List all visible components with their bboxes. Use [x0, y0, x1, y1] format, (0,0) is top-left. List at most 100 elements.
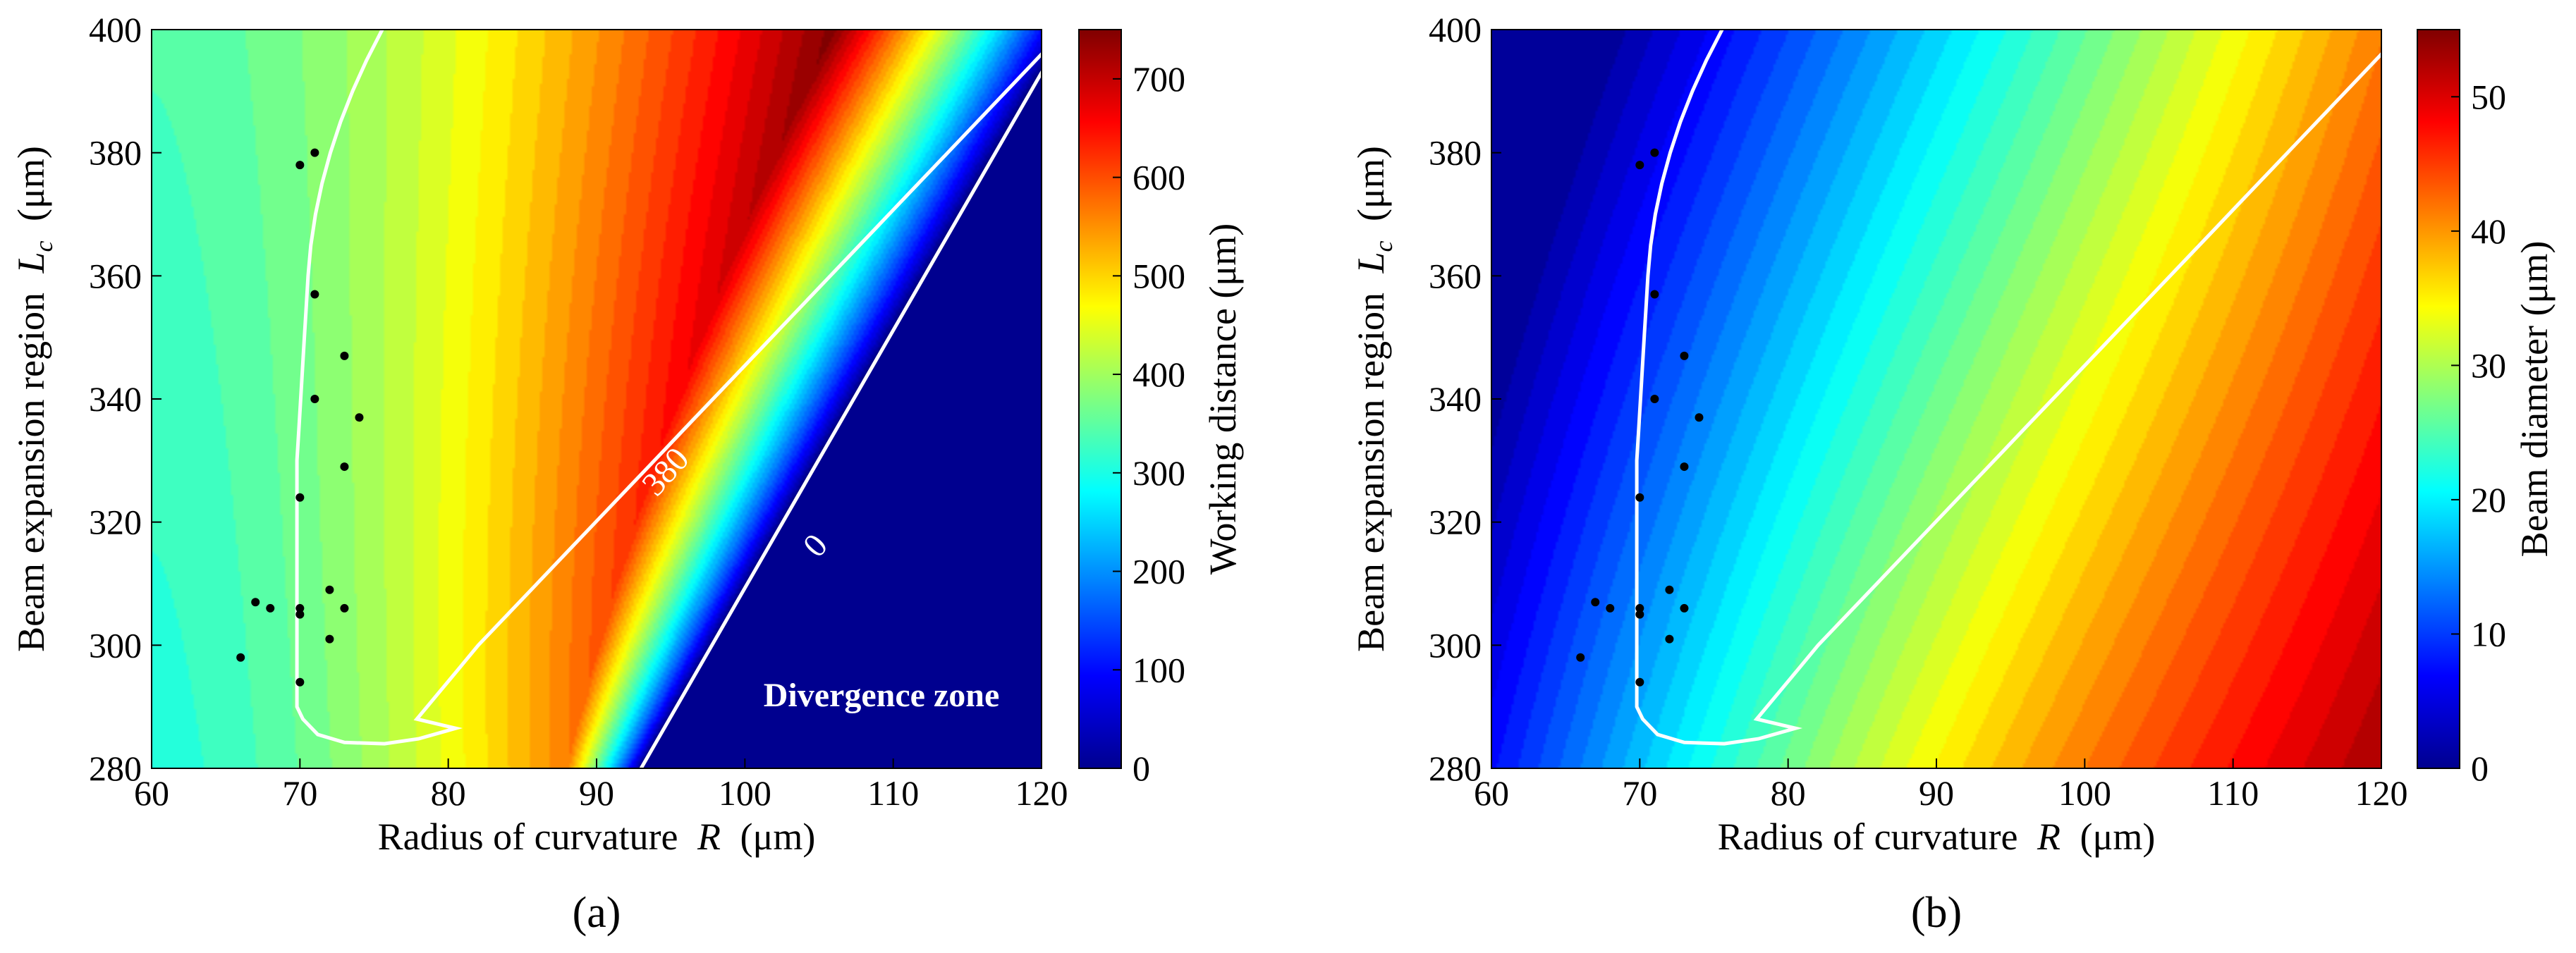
- data-point: [1680, 603, 1689, 613]
- data-point: [251, 598, 260, 607]
- colorbar-label-a: Working distance (μm): [1202, 223, 1244, 574]
- caption-b: (b): [1911, 889, 1962, 937]
- x-tick-label: 90: [1919, 773, 1954, 813]
- data-point: [355, 413, 364, 422]
- x-tick-label: 90: [579, 773, 614, 813]
- data-point: [310, 148, 319, 157]
- data-point: [295, 677, 305, 687]
- data-point: [1695, 413, 1704, 422]
- contour-0: [639, 69, 1042, 768]
- data-point: [1606, 603, 1615, 613]
- x-axis-label-a: Radius of curvature R (μm): [378, 816, 816, 858]
- heatmap-b: [1491, 30, 2381, 768]
- data-point: [295, 610, 305, 619]
- y-tick-label: 320: [89, 503, 142, 542]
- heatmap-a-image: [152, 30, 1042, 768]
- y-axis-label-a: Beam expansion region Lc (μm): [10, 146, 61, 652]
- colorbar-tick-label: 100: [1133, 650, 1185, 689]
- data-point: [1680, 462, 1689, 472]
- data-points-a: [236, 148, 364, 687]
- colorbar-a: [1078, 29, 1122, 769]
- data-point: [1635, 493, 1644, 502]
- data-point: [1591, 598, 1600, 607]
- contour-380-b: [1635, 30, 2381, 746]
- data-point: [1576, 653, 1585, 662]
- colorbar-tick-label: 10: [2471, 614, 2506, 653]
- data-point: [295, 493, 305, 502]
- data-point: [295, 161, 305, 170]
- heatmap-b-image: [1491, 30, 2381, 768]
- colorbar-tick-label: 600: [1133, 158, 1185, 197]
- colorbar-label-b: Beam diameter (μm): [2513, 241, 2556, 558]
- data-point: [1635, 610, 1644, 619]
- data-point: [325, 634, 334, 644]
- y-tick-label: 340: [89, 379, 142, 419]
- x-tick-label: 100: [2058, 773, 2111, 813]
- data-point: [1650, 148, 1659, 157]
- x-tick-label: 80: [1771, 773, 1806, 813]
- ticks-a: 60 70 80 90 100 110 120 280 300 320 340 360 380 400: [89, 10, 1068, 813]
- data-point: [1650, 395, 1659, 403]
- y-tick-label: 360: [89, 256, 142, 295]
- x-tick-label: 60: [134, 773, 169, 813]
- x-tick-label: 120: [2355, 773, 2408, 813]
- y-tick-label: 400: [1429, 10, 1482, 49]
- x-tick-label: 60: [1474, 773, 1509, 813]
- divergence-zone-label: Divergence zone: [764, 677, 1000, 714]
- x-tick-label: 120: [1015, 773, 1068, 813]
- heatmap-a: [152, 30, 1042, 768]
- colorbar-ticks-a: 0 100 200 300 400 500 600 700: [1113, 59, 1185, 788]
- data-point: [1665, 634, 1674, 644]
- colorbar-tick-label: 0: [1133, 749, 1150, 788]
- data-point: [340, 462, 349, 472]
- y-tick-label: 320: [1429, 503, 1482, 542]
- data-points-b: [1576, 148, 1704, 687]
- data-point: [236, 653, 245, 662]
- data-point: [310, 395, 319, 403]
- colorbar-tick-label: 30: [2471, 345, 2506, 385]
- x-tick-label: 70: [1622, 773, 1657, 813]
- x-tick-label: 110: [2207, 773, 2259, 813]
- data-point: [340, 351, 349, 360]
- colorbar-tick-label: 50: [2471, 77, 2506, 116]
- data-point: [1635, 603, 1644, 613]
- y-tick-label: 280: [89, 749, 142, 788]
- caption-a: (a): [573, 889, 621, 937]
- data-point: [310, 290, 319, 299]
- data-point: [340, 603, 349, 613]
- y-tick-label: 360: [1429, 256, 1482, 295]
- data-point: [1680, 351, 1689, 360]
- data-point: [1650, 290, 1659, 299]
- y-axis-label-b: Beam expansion region Lc (μm): [1350, 146, 1400, 652]
- x-axis-label-b: Radius of curvature R (μm): [1718, 816, 2156, 858]
- colorbar-tick-label: 300: [1133, 453, 1185, 493]
- data-point: [325, 585, 334, 594]
- colorbar-tick-label: 40: [2471, 211, 2506, 251]
- y-tick-label: 400: [89, 10, 142, 49]
- y-tick-label: 380: [1429, 133, 1482, 173]
- colorbar-tick-label: 200: [1133, 552, 1185, 591]
- x-tick-label: 70: [282, 773, 317, 813]
- panel-a: 60 70 80 90 100 110 120 280 300 320 340 360 380 400 3…: [10, 10, 1244, 937]
- x-tick-label: 100: [719, 773, 771, 813]
- colorbar-tick-label: 700: [1133, 59, 1185, 99]
- data-point: [1665, 585, 1674, 594]
- colorbar-tick-label: 20: [2471, 480, 2506, 519]
- colorbar-b: [2417, 29, 2460, 769]
- y-tick-label: 300: [1429, 625, 1482, 665]
- y-tick-label: 340: [1429, 379, 1482, 419]
- colorbar-tick-label: 500: [1133, 256, 1185, 295]
- colorbar-ticks-b: 0 10 20 30 40 50: [2451, 77, 2506, 788]
- y-tick-label: 300: [89, 625, 142, 665]
- colorbar-tick-label: 0: [2471, 749, 2489, 788]
- data-point: [1635, 161, 1644, 170]
- data-point: [1635, 677, 1644, 687]
- y-tick-label: 280: [1429, 749, 1482, 788]
- data-point: [266, 603, 275, 613]
- data-point: [295, 603, 305, 613]
- contour-380: [295, 30, 1042, 746]
- x-tick-label: 110: [867, 773, 919, 813]
- ticks-b: 60 70 80 90 100 110 120 280 300 320 340 360 380 400: [1429, 10, 2408, 813]
